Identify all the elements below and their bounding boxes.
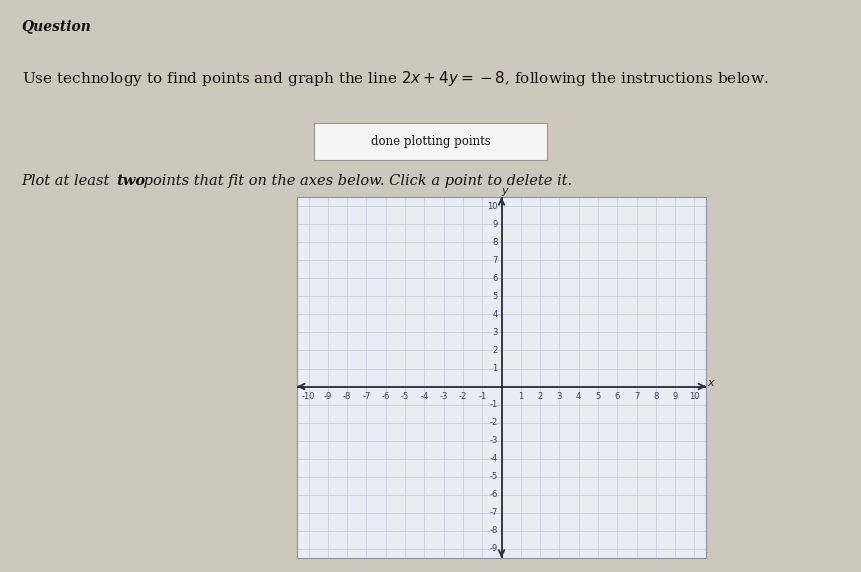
- Text: -3: -3: [489, 436, 498, 445]
- Text: 7: 7: [634, 392, 639, 401]
- Text: two: two: [116, 174, 146, 188]
- Text: Question: Question: [22, 20, 91, 34]
- Text: -6: -6: [489, 490, 498, 499]
- Text: 4: 4: [492, 310, 498, 319]
- Text: 8: 8: [653, 392, 659, 401]
- Text: 3: 3: [557, 392, 562, 401]
- Text: Use technology to find points and graph the line $2x + 4y = -8$, following the i: Use technology to find points and graph …: [22, 69, 768, 88]
- Text: 7: 7: [492, 256, 498, 265]
- Text: -3: -3: [439, 392, 448, 401]
- Text: 2: 2: [537, 392, 542, 401]
- Text: -7: -7: [362, 392, 371, 401]
- Text: points that fit on the axes below. Click a point to delete it.: points that fit on the axes below. Click…: [139, 174, 573, 188]
- Text: -6: -6: [381, 392, 390, 401]
- Text: -9: -9: [324, 392, 332, 401]
- Text: 2: 2: [492, 346, 498, 355]
- Text: -7: -7: [489, 508, 498, 517]
- Text: 1: 1: [518, 392, 523, 401]
- Text: 5: 5: [595, 392, 601, 401]
- Text: -2: -2: [489, 418, 498, 427]
- Text: done plotting points: done plotting points: [370, 135, 491, 148]
- Text: -5: -5: [401, 392, 409, 401]
- Text: 6: 6: [615, 392, 620, 401]
- Text: 9: 9: [672, 392, 678, 401]
- Text: -8: -8: [489, 526, 498, 535]
- Text: y: y: [502, 186, 508, 196]
- Text: -8: -8: [343, 392, 351, 401]
- Text: -1: -1: [478, 392, 486, 401]
- Text: 3: 3: [492, 328, 498, 337]
- Text: -4: -4: [420, 392, 429, 401]
- Text: 8: 8: [492, 238, 498, 247]
- Text: Plot at least: Plot at least: [22, 174, 115, 188]
- Text: 4: 4: [576, 392, 581, 401]
- Text: 5: 5: [492, 292, 498, 301]
- Text: 6: 6: [492, 274, 498, 283]
- Text: -1: -1: [489, 400, 498, 409]
- Text: -4: -4: [489, 454, 498, 463]
- Text: 10: 10: [689, 392, 700, 401]
- Text: 9: 9: [492, 220, 498, 229]
- Text: 10: 10: [487, 202, 498, 211]
- Text: 1: 1: [492, 364, 498, 373]
- Text: -5: -5: [489, 472, 498, 481]
- Text: -2: -2: [459, 392, 467, 401]
- Text: -10: -10: [302, 392, 315, 401]
- Text: -9: -9: [489, 544, 498, 553]
- Text: x: x: [707, 378, 714, 388]
